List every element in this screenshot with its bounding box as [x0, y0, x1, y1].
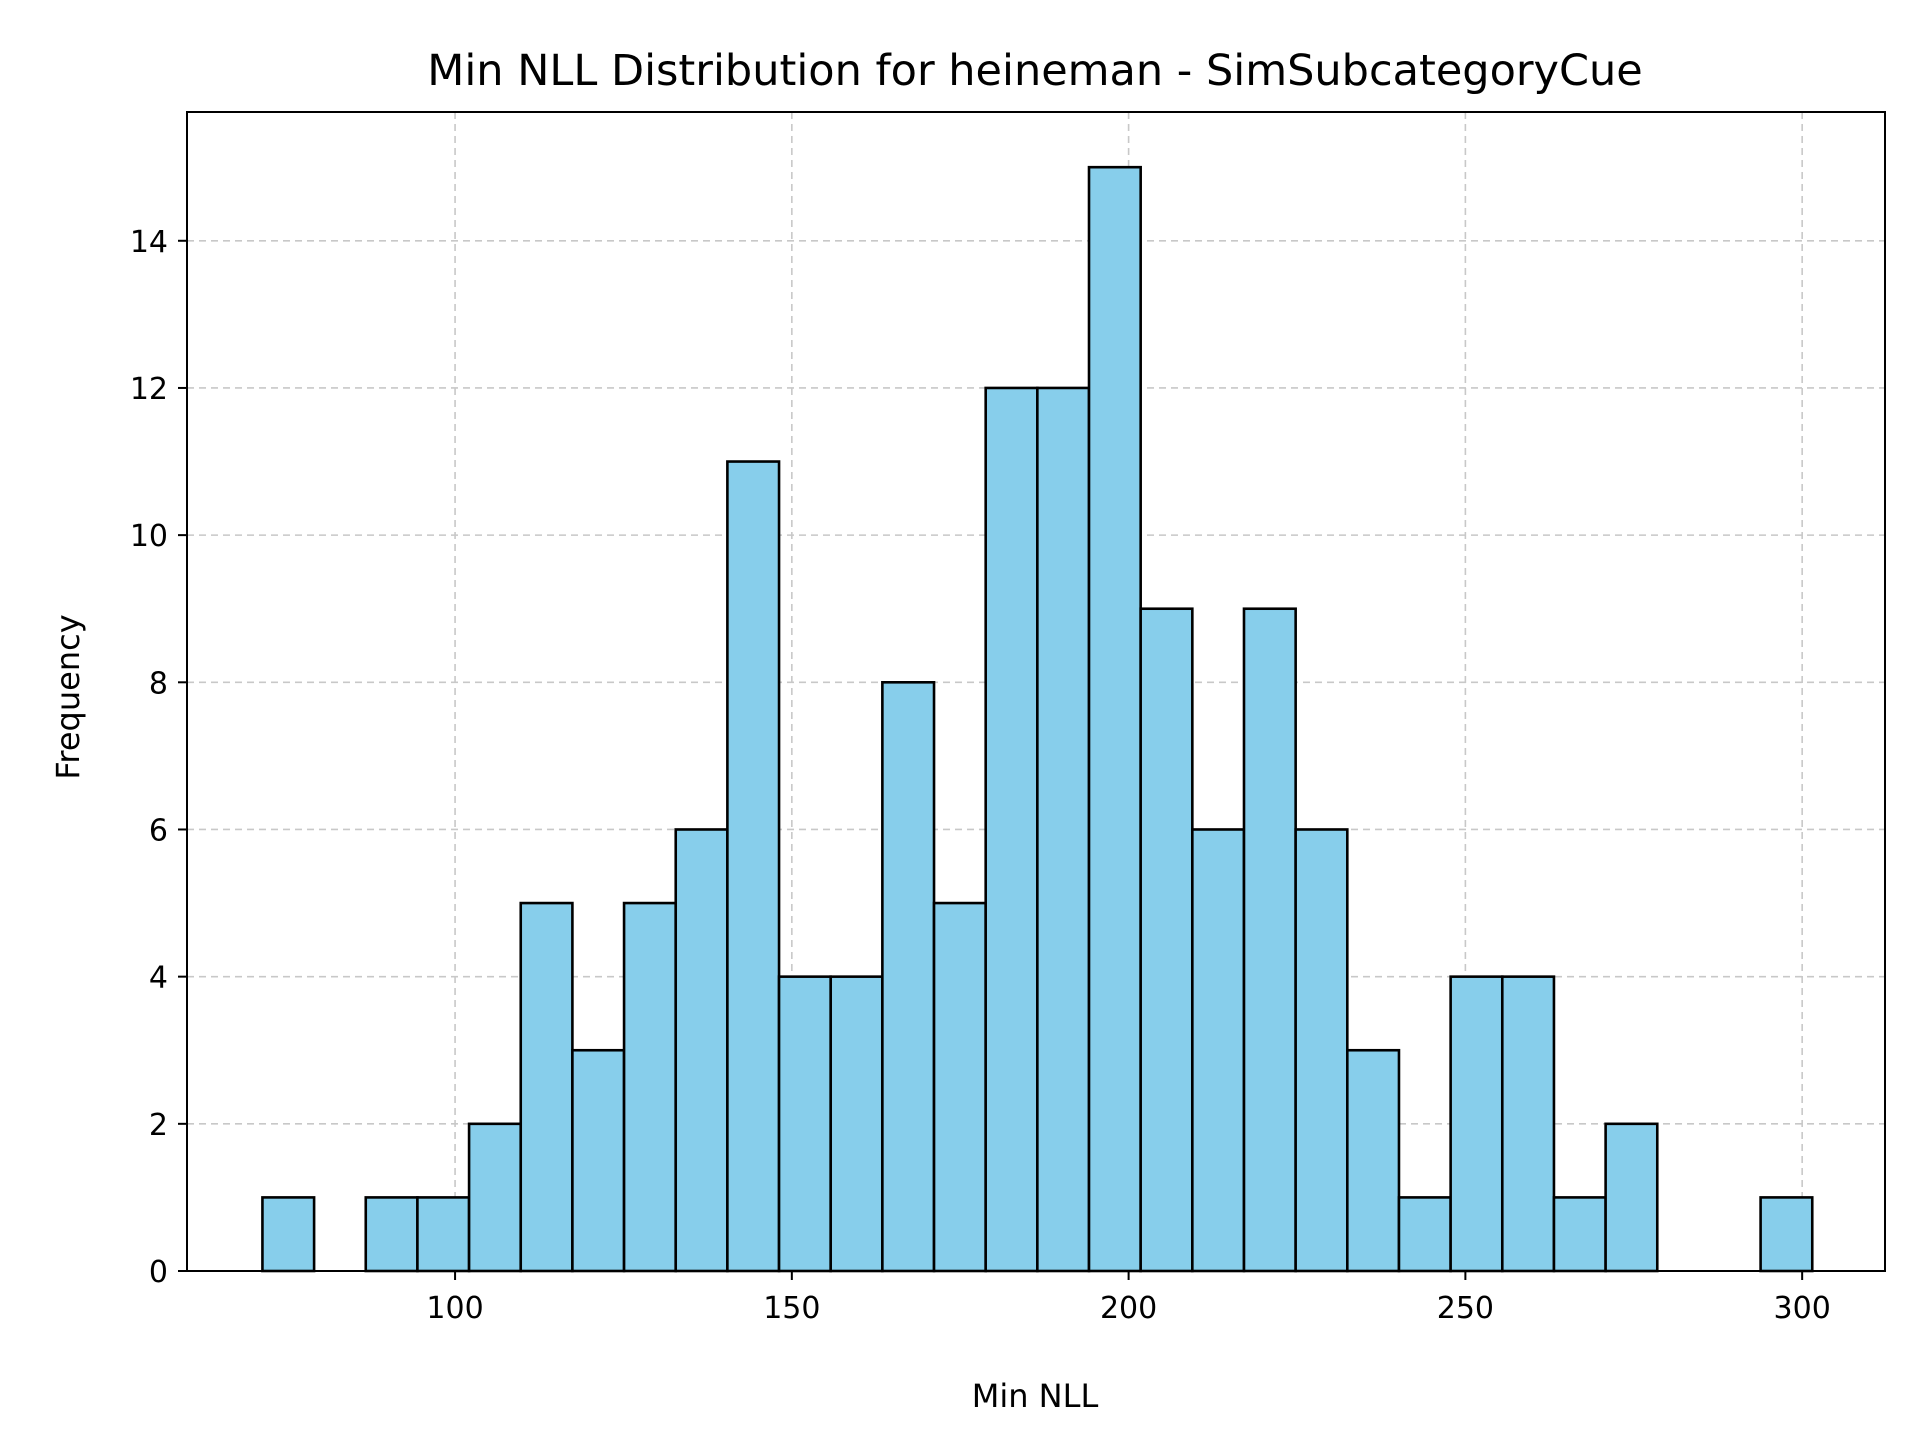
x-tick-label: 250 [1437, 1291, 1494, 1326]
histogram-bar [622, 901, 678, 1273]
histogram-bar [416, 1196, 471, 1273]
x-axis-title: Min NLL [972, 1377, 1099, 1415]
histogram-bar [1036, 386, 1091, 1273]
histogram-bar [364, 1196, 419, 1273]
histogram-bar [726, 460, 781, 1273]
y-tick-label: 8 [149, 666, 168, 701]
histogram-bar [932, 901, 987, 1273]
x-tick-label: 100 [426, 1291, 483, 1326]
histogram-bar [1500, 975, 1556, 1273]
plot-frame [186, 111, 1886, 1272]
y-axis-title: Frequency [49, 614, 87, 779]
histogram-bar [571, 1048, 626, 1273]
histogram-bar [777, 975, 833, 1273]
histogram-bar [1552, 1196, 1607, 1273]
x-tick-label: 300 [1774, 1291, 1831, 1326]
chart-title: Min NLL Distribution for heineman - SimS… [427, 46, 1643, 96]
histogram-bar [1087, 165, 1142, 1273]
histogram-bar [1242, 607, 1297, 1273]
histogram-bar [519, 901, 574, 1273]
histogram-bar [829, 975, 884, 1273]
y-tick-label: 4 [149, 961, 168, 996]
histogram-bar [1759, 1196, 1814, 1273]
bars [261, 165, 1814, 1273]
y-tick-label: 10 [130, 519, 168, 554]
y-tick-label: 12 [130, 372, 168, 407]
histogram-bar [467, 1122, 523, 1273]
y-tick-label: 14 [130, 225, 168, 260]
histogram-bar [1294, 828, 1349, 1273]
histogram-bar [1604, 1122, 1659, 1273]
y-axis-ticks: 0 2 4 6 8 10 12 14 [130, 225, 187, 1290]
histogram-bar [881, 681, 936, 1273]
histogram-bar [1397, 1196, 1452, 1273]
y-tick-label: 6 [149, 813, 168, 848]
y-tick-label: 0 [149, 1255, 168, 1290]
histogram-bar [984, 386, 1039, 1273]
histogram-bar [1449, 975, 1504, 1273]
x-tick-label: 150 [763, 1291, 820, 1326]
histogram-bar [261, 1196, 316, 1273]
histogram-bar [1139, 607, 1194, 1273]
histogram-bar [1346, 1048, 1401, 1273]
x-tick-label: 200 [1100, 1291, 1157, 1326]
histogram-bar [1191, 828, 1246, 1273]
histogram-bar [674, 828, 729, 1273]
x-axis-ticks: 100 150 200 250 300 [426, 1271, 1831, 1326]
y-tick-label: 2 [149, 1108, 168, 1143]
